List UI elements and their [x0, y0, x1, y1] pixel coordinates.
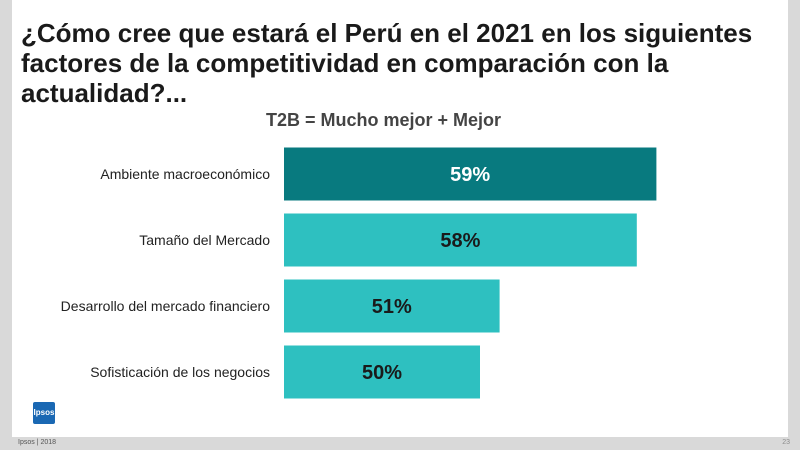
bar-3	[284, 279, 500, 333]
logo-text: Ipsos	[33, 408, 55, 417]
category-label: Desarrollo del mercado financiero	[61, 298, 271, 314]
slide-title: ¿Cómo cree que estará el Perú en el 2021…	[21, 18, 753, 108]
value-label: 50%	[362, 362, 402, 384]
bar-4	[284, 345, 480, 399]
value-label: 51%	[372, 296, 412, 318]
category-label: Tamaño del Mercado	[139, 232, 270, 248]
bar-2	[284, 213, 637, 267]
chart-subtitle: T2B = Mucho mejor + Mejor	[266, 110, 502, 130]
category-label: Ambiente macroeconómico	[100, 166, 270, 182]
footer-credit: Ipsos | 2018	[18, 439, 57, 446]
page-number: 23	[782, 439, 790, 446]
value-label: 59%	[450, 164, 490, 186]
value-label: 58%	[440, 230, 480, 252]
bar-1	[284, 147, 657, 201]
ipsos-logo: Ipsos	[33, 402, 55, 424]
category-label: Sofisticación de los negocios	[90, 364, 270, 380]
